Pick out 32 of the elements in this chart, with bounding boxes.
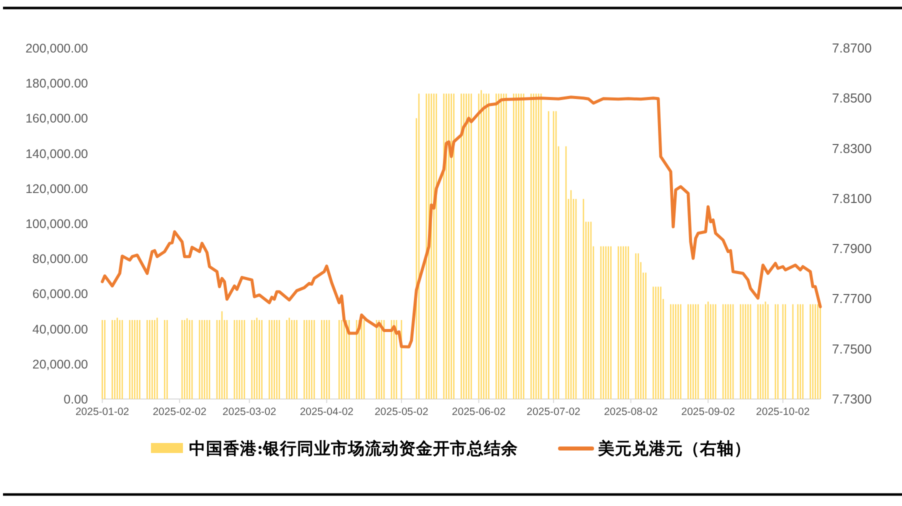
x-tick-label: 2025-01-02: [75, 406, 130, 418]
x-tick-label: 2025-06-02: [452, 406, 506, 418]
y-tick-label: 60,000.00: [32, 287, 88, 302]
x-tick-label: 2025-02-02: [152, 406, 207, 418]
x-tick-label: 2025-09-02: [681, 406, 736, 418]
x-tick-label: 2025-10-02: [756, 406, 810, 418]
x-tick-label: 2025-03-02: [222, 406, 276, 418]
legend-label: 美元兑港元（右轴）: [597, 439, 752, 458]
y-tick-label: 180,000.00: [25, 76, 88, 91]
y-tick-label: 40,000.00: [32, 322, 88, 336]
y-tick-label: 120,000.00: [25, 182, 88, 196]
y-tick-label: 140,000.00: [25, 146, 88, 161]
legend-label: 中国香港:银行同业市场流动资金开市总结余: [188, 439, 520, 458]
x-tick-label: 2025-04-02: [300, 406, 354, 418]
y2-tick-label: 7.8500: [832, 90, 872, 106]
y-tick-label: 80,000.00: [32, 252, 88, 266]
y2-tick-label: 7.8700: [832, 40, 872, 56]
y-tick-label: 100,000.00: [25, 217, 88, 231]
line-series: [100, 96, 822, 348]
y-tick-label: 160,000.00: [25, 112, 88, 126]
y2-tick-label: 7.8300: [832, 140, 872, 156]
y2-tick-label: 7.7900: [832, 241, 872, 256]
y-tick-label: 200,000.00: [25, 42, 88, 56]
y-tick-label: 20,000.00: [32, 357, 88, 372]
x-tick-label: 2025-07-02: [526, 406, 581, 418]
y2-tick-label: 7.7700: [832, 291, 872, 306]
x-tick-label: 2025-08-02: [604, 406, 658, 418]
y-tick-label: 0.00: [64, 392, 88, 406]
x-tick-label: 2025-05-02: [374, 406, 428, 418]
y2-tick-label: 7.8100: [832, 190, 872, 206]
y2-tick-label: 7.7500: [832, 341, 872, 356]
y2-tick-label: 7.7300: [832, 392, 872, 406]
